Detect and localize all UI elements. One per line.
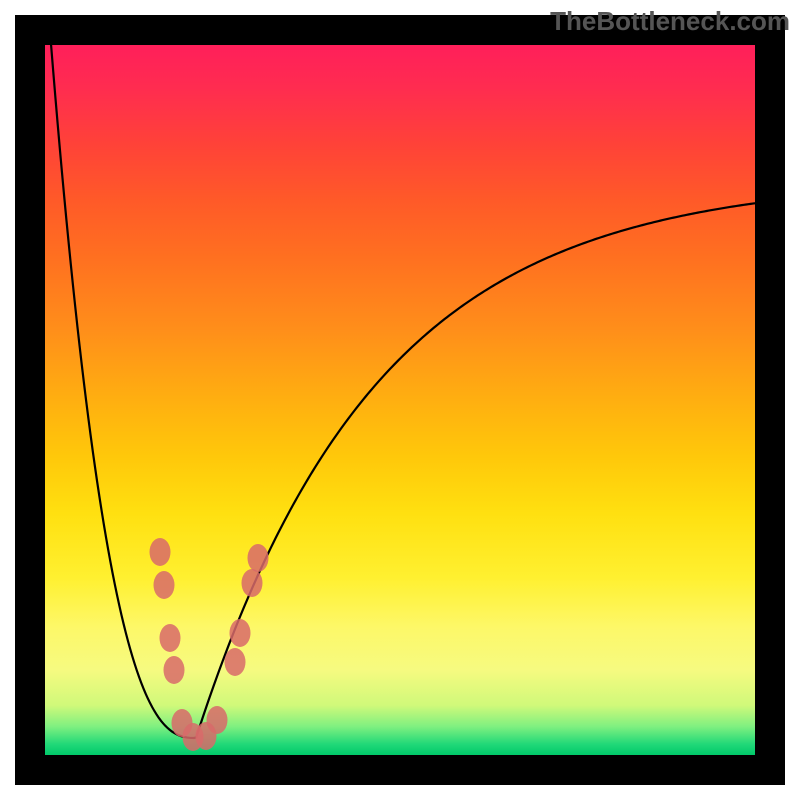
measurement-marker	[160, 624, 181, 652]
bottleneck-chart-svg	[0, 0, 800, 800]
measurement-marker	[225, 648, 246, 676]
measurement-marker	[150, 538, 171, 566]
measurement-marker	[207, 706, 228, 734]
measurement-marker	[248, 544, 269, 572]
watermark-text: TheBottleneck.com	[550, 6, 790, 37]
measurement-marker	[164, 656, 185, 684]
figure-root: TheBottleneck.com	[0, 0, 800, 800]
measurement-marker	[154, 571, 175, 599]
chart-background-gradient	[45, 45, 755, 755]
measurement-marker	[230, 619, 251, 647]
measurement-marker	[242, 569, 263, 597]
